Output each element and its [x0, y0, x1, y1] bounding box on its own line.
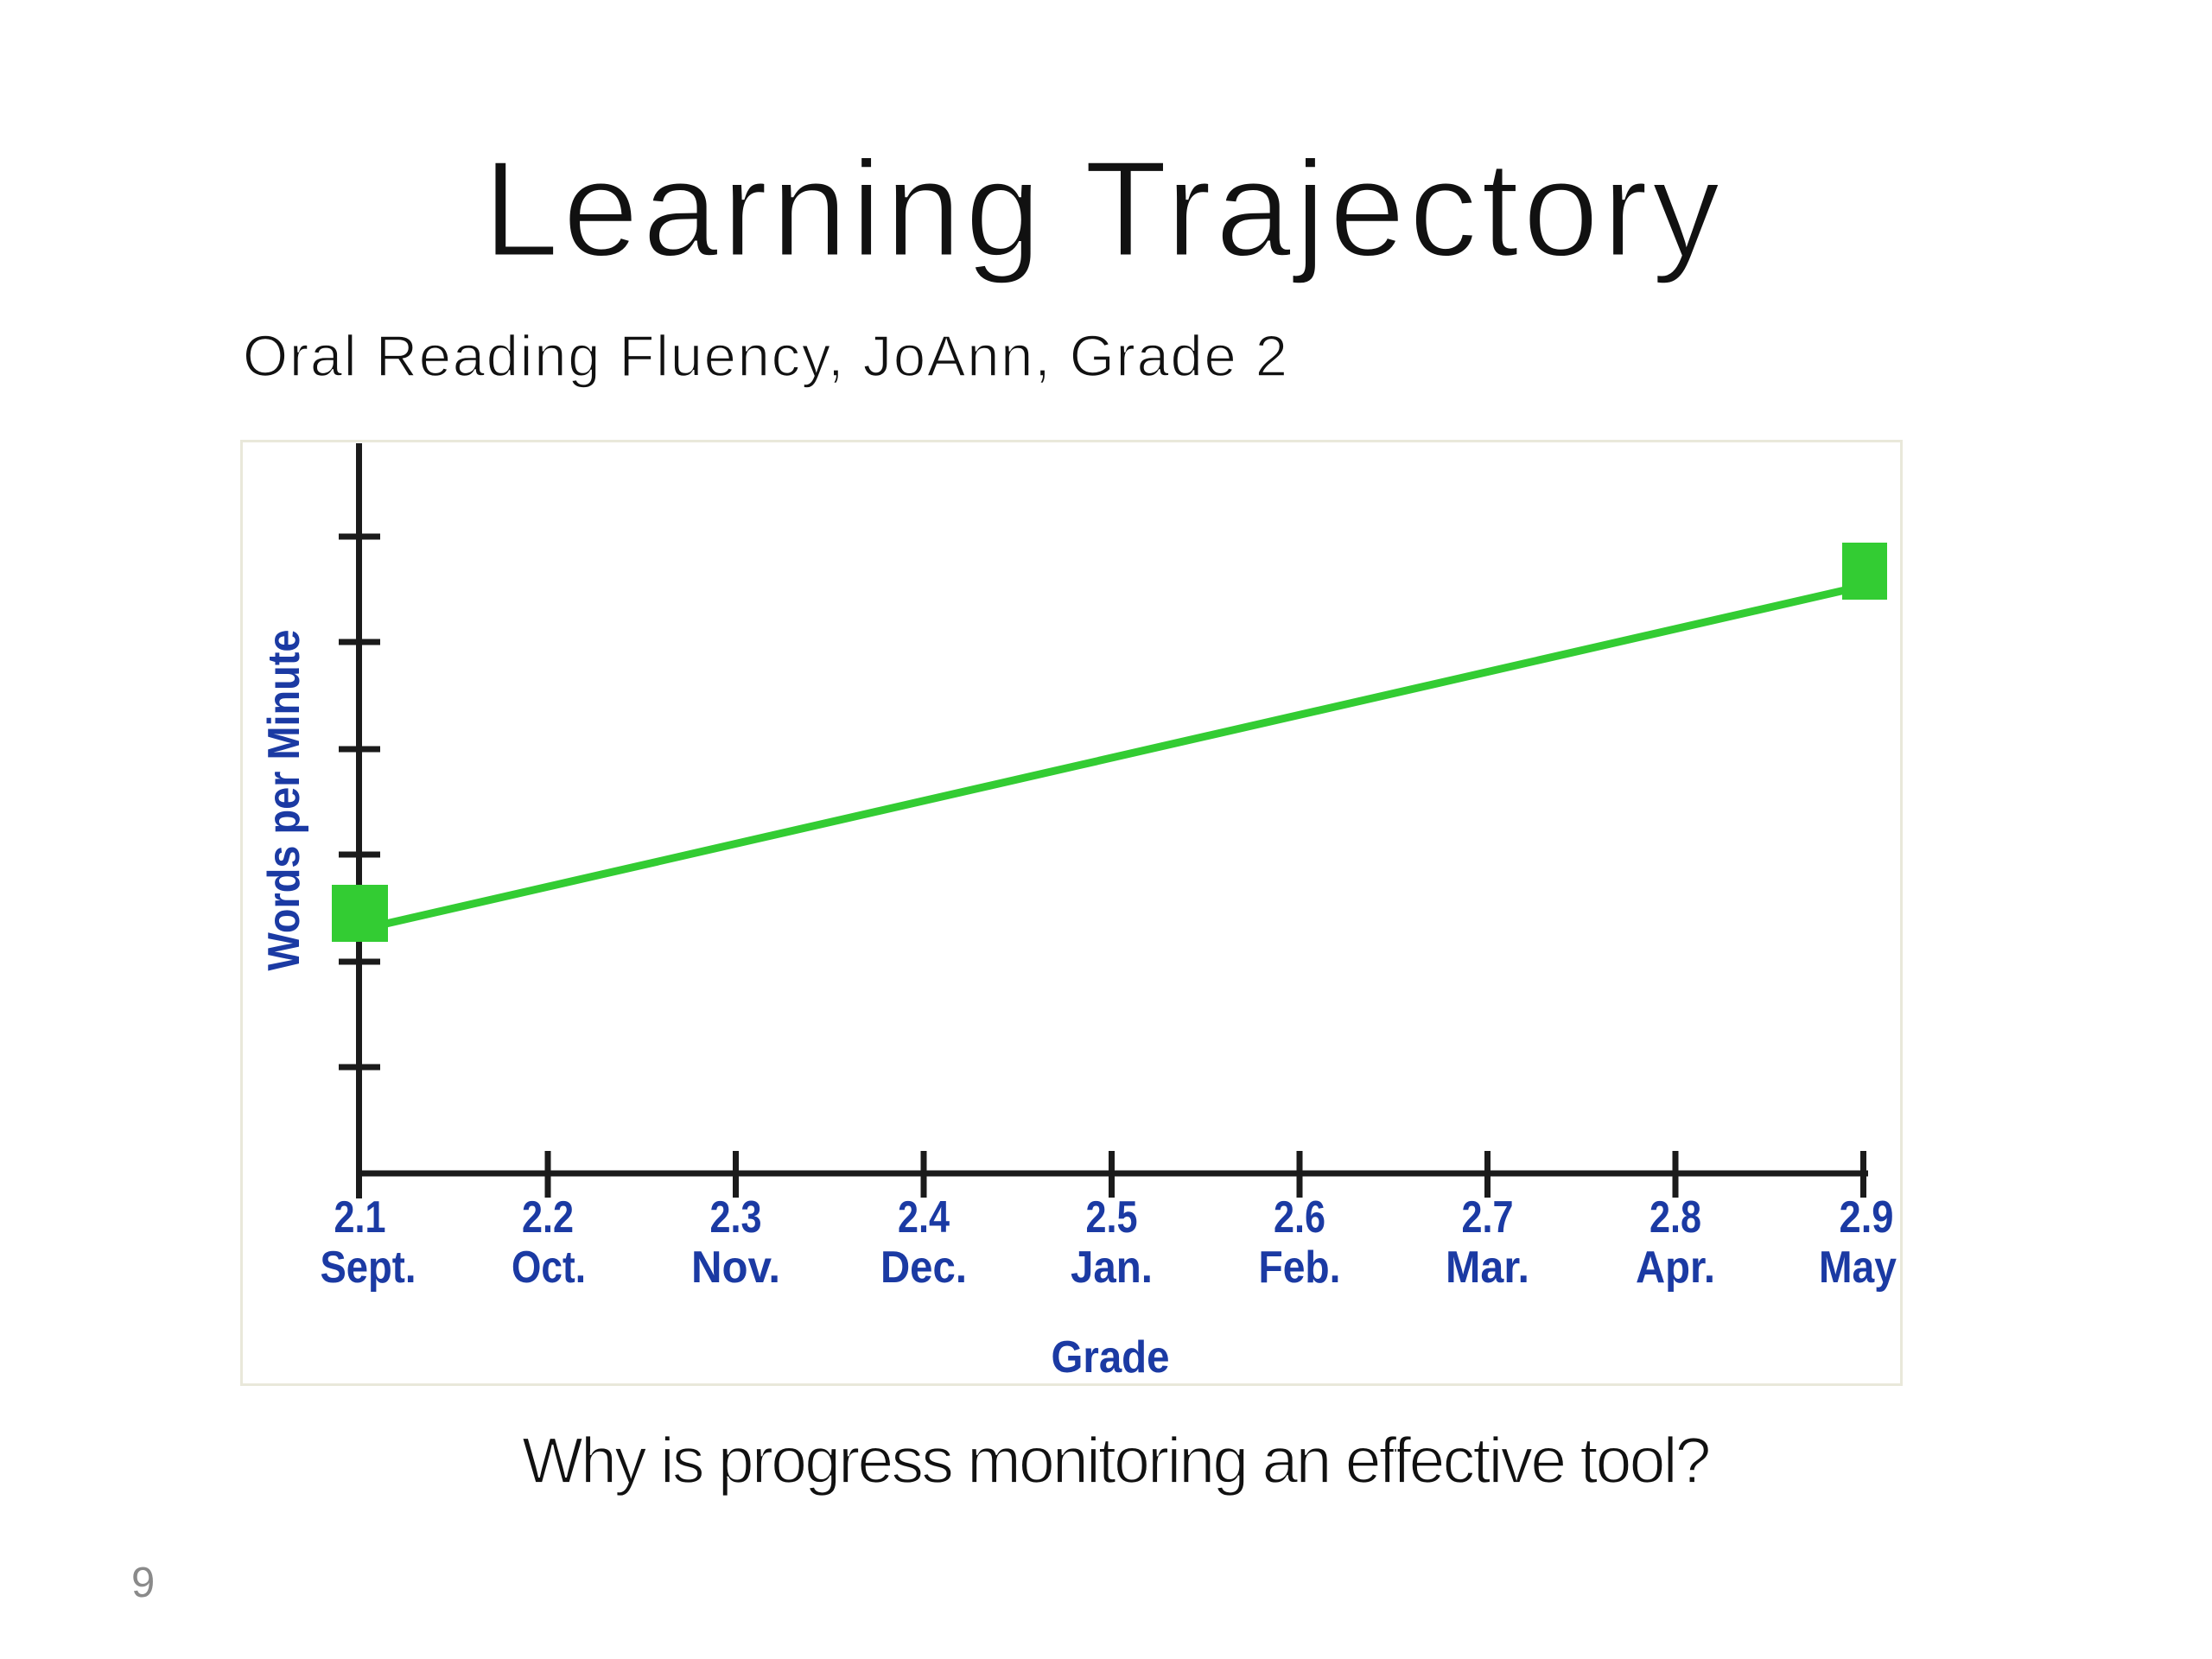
svg-text:2.1: 2.1 — [334, 1192, 386, 1243]
svg-text:2.6: 2.6 — [1274, 1192, 1325, 1243]
svg-text:Why is progress monitoring an: Why is progress monitoring an effective … — [522, 1424, 1709, 1497]
svg-text:Jan.: Jan. — [1071, 1243, 1153, 1293]
svg-text:2.2: 2.2 — [522, 1192, 574, 1243]
svg-text:May: May — [1819, 1243, 1897, 1293]
svg-text:Mar.: Mar. — [1446, 1243, 1529, 1293]
svg-text:2.5: 2.5 — [1086, 1192, 1138, 1243]
svg-text:Feb.: Feb. — [1259, 1243, 1341, 1293]
svg-text:2.4: 2.4 — [898, 1192, 950, 1243]
svg-text:2.7: 2.7 — [1462, 1192, 1514, 1243]
svg-text:2.8: 2.8 — [1649, 1192, 1701, 1243]
svg-text:Learning Trajectory: Learning Trajectory — [483, 133, 1724, 285]
svg-text:Sept.: Sept. — [321, 1243, 416, 1293]
svg-text:2.9: 2.9 — [1840, 1192, 1894, 1243]
svg-text:Nov.: Nov. — [691, 1243, 780, 1293]
svg-text:Dec.: Dec. — [880, 1243, 967, 1293]
svg-text:Words per Minute: Words per Minute — [259, 630, 309, 971]
svg-text:Apr.: Apr. — [1636, 1243, 1715, 1293]
svg-text:Oral Reading Fluency, JoAnn, G: Oral Reading Fluency, JoAnn, Grade 2 — [243, 324, 1289, 389]
svg-text:Oct.: Oct. — [512, 1243, 586, 1293]
svg-text:2.3: 2.3 — [710, 1192, 762, 1243]
svg-text:Grade: Grade — [1052, 1332, 1170, 1382]
